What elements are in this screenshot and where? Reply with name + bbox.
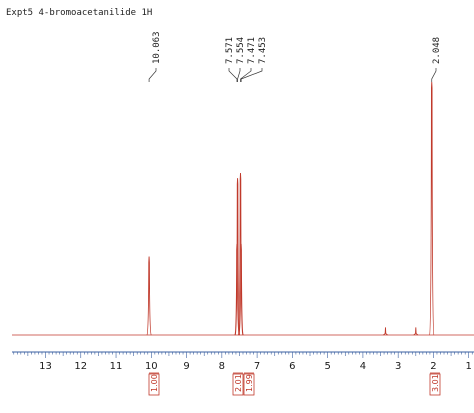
spectrum-peak-4 bbox=[238, 243, 244, 336]
peak-label-leader-0 bbox=[148, 68, 157, 82]
spectrum-peak-0 bbox=[146, 256, 152, 336]
integral-box-1 bbox=[232, 373, 244, 396]
peak-label-0: 10.063 bbox=[152, 31, 162, 64]
integral-label-0: 1.00 bbox=[150, 374, 159, 392]
spectrum-peak-2 bbox=[234, 178, 241, 336]
tick-label-5: 5 bbox=[324, 361, 330, 372]
tick-label-3: 3 bbox=[395, 361, 401, 372]
integral-box-0 bbox=[148, 373, 160, 396]
integral-box-3 bbox=[429, 373, 441, 396]
peak-label-leader-1 bbox=[228, 68, 238, 82]
spectrum-trace bbox=[12, 81, 474, 336]
tick-label-8: 8 bbox=[219, 361, 225, 372]
integral-label-2: 1.99 bbox=[245, 374, 254, 392]
peak-label-2: 7.554 bbox=[236, 37, 246, 64]
peak-label-1: 7.571 bbox=[225, 37, 235, 64]
peak-labels: 10.063 7.571 7.554 7.471 7.453 2.048 bbox=[148, 31, 442, 82]
spectrum-peak-5 bbox=[383, 327, 388, 336]
ppm-axis: 13 12 11 10 9 8 7 6 5 4 3 2 1 bbox=[12, 351, 474, 372]
tick-label-9: 9 bbox=[183, 361, 189, 372]
integral-label-3: 3.01 bbox=[431, 374, 440, 392]
peak-label-leader-5 bbox=[431, 68, 437, 82]
peak-label-leader-3 bbox=[240, 68, 252, 82]
spectrum-peak-6 bbox=[413, 327, 419, 336]
tick-label-7: 7 bbox=[254, 361, 260, 372]
tick-label-6: 6 bbox=[289, 361, 295, 372]
tick-label-4: 4 bbox=[360, 361, 366, 372]
spectrum-peak-7 bbox=[429, 81, 435, 336]
integrals: 1.00 2.01 1.99 3.01 bbox=[148, 372, 441, 396]
tick-label-13: 13 bbox=[39, 361, 52, 372]
chart-title: Expt5 4-bromoacetanilide 1H bbox=[6, 8, 152, 18]
integral-label-1: 2.01 bbox=[234, 374, 243, 392]
tick-label-12: 12 bbox=[74, 361, 87, 372]
peak-label-leader-2 bbox=[237, 68, 241, 82]
peak-label-3: 7.471 bbox=[247, 37, 257, 64]
tick-label-11: 11 bbox=[110, 361, 123, 372]
peak-label-4: 7.453 bbox=[258, 37, 268, 64]
tick-label-2: 2 bbox=[430, 361, 436, 372]
tick-label-10: 10 bbox=[145, 361, 158, 372]
peak-label-leader-4 bbox=[240, 68, 263, 82]
integral-box-2 bbox=[243, 373, 255, 396]
peak-label-5: 2.048 bbox=[432, 37, 442, 64]
tick-label-1: 1 bbox=[466, 361, 472, 372]
